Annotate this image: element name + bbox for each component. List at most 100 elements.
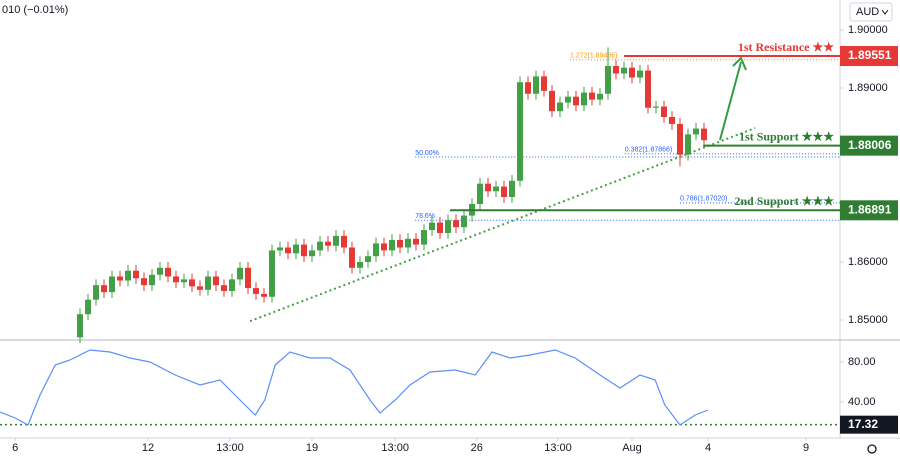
candle-body	[213, 276, 219, 286]
candle-body	[333, 235, 339, 246]
candle-body	[501, 186, 507, 198]
candle-body	[341, 235, 347, 248]
candle-body	[573, 96, 579, 106]
x-tick-label: Aug	[622, 442, 642, 454]
candle-body	[421, 230, 427, 245]
candle-body	[637, 70, 643, 78]
candle-body	[413, 238, 419, 245]
y-tick-label: 1.85000	[848, 314, 888, 326]
oscillator-line	[0, 349, 709, 426]
candle-body	[613, 65, 619, 74]
candle-body	[149, 274, 155, 286]
header-text: 010 (−0.01%)	[2, 4, 68, 16]
candle-body	[565, 96, 571, 103]
candle-body	[309, 250, 315, 257]
reference-tag	[840, 415, 898, 434]
candle-body	[645, 70, 651, 108]
candle-body	[701, 128, 707, 141]
fib-label: 1.272(1.89486)	[570, 53, 617, 60]
candle-body	[165, 267, 171, 277]
candle-body	[525, 82, 531, 94]
candle-body	[349, 247, 355, 268]
candle-body	[189, 279, 195, 287]
candle-body	[661, 106, 667, 117]
price-tag	[840, 46, 898, 67]
candle-body	[477, 183, 483, 204]
candle-body	[141, 278, 147, 286]
candle-body	[237, 267, 243, 280]
x-tick-label: 12	[142, 442, 154, 454]
candle-body	[669, 116, 675, 124]
candle-body	[133, 270, 139, 279]
settings-gear[interactable]	[867, 444, 877, 454]
candle-body	[541, 76, 547, 91]
candle-body	[581, 92, 587, 106]
candle-body	[157, 267, 163, 275]
candle-body	[357, 261, 363, 268]
candle-body	[381, 243, 387, 251]
settings-icon[interactable]	[867, 444, 877, 454]
candle-body	[509, 180, 515, 198]
price-tag	[840, 135, 898, 156]
currency-caret[interactable]	[881, 9, 889, 15]
x-tick-label: 19	[306, 442, 318, 454]
candle-body	[493, 186, 499, 192]
candle-body	[317, 241, 323, 251]
price-tag-label: 1.89551	[848, 48, 892, 62]
price-tag-label: 1.88006	[848, 138, 892, 152]
trendline	[249, 127, 756, 323]
y-tick-label: 80.00	[848, 356, 876, 368]
y-tick-label: 1.89000	[848, 82, 888, 94]
candle-body	[197, 286, 203, 290]
candle-body	[77, 314, 83, 338]
candle-body	[461, 215, 467, 228]
candle-body	[285, 247, 291, 254]
level-label: 1st Support ★★★	[739, 129, 834, 143]
y-tick-label: 1.86000	[848, 256, 888, 268]
candle-body	[125, 270, 131, 281]
x-tick-label: 4	[705, 442, 711, 454]
candle-body	[277, 247, 283, 251]
candle-body	[373, 243, 379, 257]
candle-body	[325, 241, 331, 246]
candle-body	[93, 285, 99, 300]
candle-body	[677, 123, 683, 155]
fib-label: 78.6%	[415, 213, 435, 220]
candle-body	[261, 293, 267, 297]
candle-body	[301, 244, 307, 257]
candle-body	[269, 250, 275, 297]
currency-label[interactable]: AUD	[856, 6, 879, 18]
x-tick-label: 13:00	[216, 442, 244, 454]
candle-body	[365, 256, 371, 262]
currency-button[interactable]: AUD	[849, 2, 893, 22]
candle-body	[389, 239, 395, 251]
candle-body	[685, 134, 691, 155]
candle-body	[517, 82, 523, 181]
x-tick-label: 26	[471, 442, 483, 454]
price-tag-label: 1.86891	[848, 202, 892, 216]
level-label: 1st Resistance ★★	[738, 40, 834, 54]
x-tick-label: 9	[803, 442, 809, 454]
candle-body	[245, 267, 251, 289]
x-tick-label: 13:00	[381, 442, 409, 454]
candle-body	[253, 288, 259, 294]
candle-body	[109, 276, 115, 293]
candle-body	[597, 93, 603, 100]
candle-body	[229, 279, 235, 291]
candle-body	[221, 285, 227, 291]
currency-box[interactable]	[849, 2, 893, 22]
y-tick-label: 1.90000	[848, 24, 888, 36]
candle-body	[405, 238, 411, 248]
fib-label: 50.00%	[415, 150, 439, 157]
price-tag	[840, 200, 898, 221]
candle-body	[453, 220, 459, 228]
candle-body	[397, 239, 403, 248]
candle-body	[173, 276, 179, 283]
candle-body	[533, 76, 539, 94]
candle-body	[485, 183, 491, 192]
candle-body	[429, 222, 435, 231]
fib-label: 0.382(1.87866)	[625, 147, 672, 154]
candle-body	[629, 67, 635, 78]
candle-body	[605, 65, 611, 94]
candle-body	[205, 276, 211, 290]
